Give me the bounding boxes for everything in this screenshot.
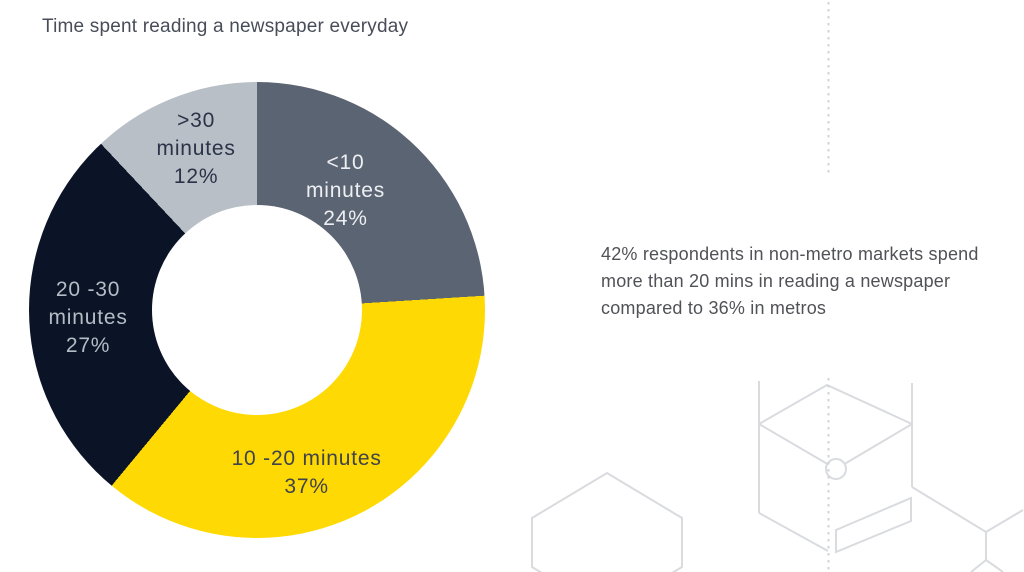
slice-label-line: minutes xyxy=(305,179,386,203)
slice-label-3: >30 minutes 12% xyxy=(157,107,236,191)
donut-chart xyxy=(29,82,485,538)
slice-label-line: 12% xyxy=(173,165,219,189)
isometric-cube-icon xyxy=(758,381,913,554)
slice-label-line: <10 xyxy=(326,151,365,175)
annotation-text: 42% respondents in non-metro markets spe… xyxy=(601,241,979,322)
slice-label-line: >30 xyxy=(177,109,216,133)
slice-label-1: 10 -20 minutes 37% xyxy=(232,445,382,501)
chart-title: Time spent reading a newspaper everyday xyxy=(42,16,409,37)
hexagon-outline-icon xyxy=(531,471,683,572)
hexagon-partial-right-icon xyxy=(911,486,1024,572)
slice-label-line: 27% xyxy=(65,334,111,358)
slice-label-line: minutes xyxy=(156,137,236,161)
slice-label-line: 10 -20 minutes xyxy=(231,446,382,470)
slice-label-line: 37% xyxy=(284,474,329,498)
annotation-line: compared to 36% in metros xyxy=(601,298,827,318)
slice-label-line: minutes xyxy=(48,306,128,330)
slice-label-2: 20 -30 minutes 27% xyxy=(49,276,128,360)
annotation-line: more than 20 mins in reading a newspaper xyxy=(601,271,951,291)
donut-hole xyxy=(152,205,362,415)
slice-label-line: 24% xyxy=(323,207,368,231)
slice-label-line: 20 -30 xyxy=(55,278,121,302)
slice-label-0: <10 minutes 24% xyxy=(306,149,385,233)
annotation-line: 42% respondents in non-metro markets spe… xyxy=(601,244,979,264)
